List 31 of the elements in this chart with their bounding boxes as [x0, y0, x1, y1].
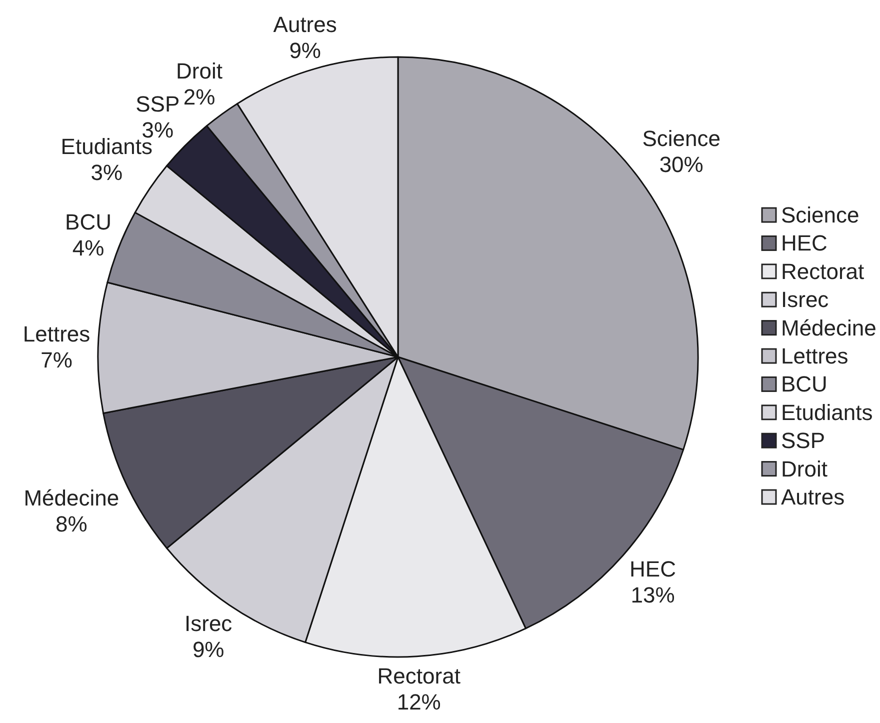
legend-label: Autres	[781, 484, 845, 510]
data-label: 12%	[396, 688, 441, 714]
data-label: 9%	[289, 38, 321, 63]
legend-label: Isrec	[781, 287, 829, 312]
slice-label: HEC	[630, 556, 676, 582]
data-label: 9%	[192, 636, 224, 662]
legend-label: SSP	[781, 428, 826, 454]
legend-label: Droit	[781, 456, 828, 482]
data-label: 4%	[72, 234, 104, 260]
slice-label: Droit	[176, 58, 222, 83]
legend-label: Médecine	[781, 315, 876, 340]
slice-label: Autres	[273, 12, 337, 37]
data-label: 3%	[90, 160, 123, 184]
data-label: 30%	[659, 152, 704, 177]
data-label: 8%	[56, 511, 88, 536]
slice-label: Lettres	[22, 320, 90, 346]
slice-label: SSP	[136, 91, 180, 116]
slice-label: Rectorat	[377, 662, 460, 688]
slice-label: Science	[642, 126, 720, 151]
legend-label: Lettres	[781, 344, 848, 368]
legend-label: HEC	[781, 230, 828, 256]
legend-label: Science	[781, 202, 860, 228]
slice-label: Isrec	[184, 610, 232, 636]
slice-label: Médecine	[24, 485, 120, 510]
slice-label: BCU	[65, 208, 112, 234]
legend-label: BCU	[781, 372, 828, 397]
data-label: 2%	[183, 84, 216, 109]
data-label: 7%	[40, 346, 72, 372]
legend-label: Etudiants	[781, 400, 873, 425]
data-label: 13%	[630, 582, 675, 608]
legend-label: Rectorat	[781, 258, 864, 284]
